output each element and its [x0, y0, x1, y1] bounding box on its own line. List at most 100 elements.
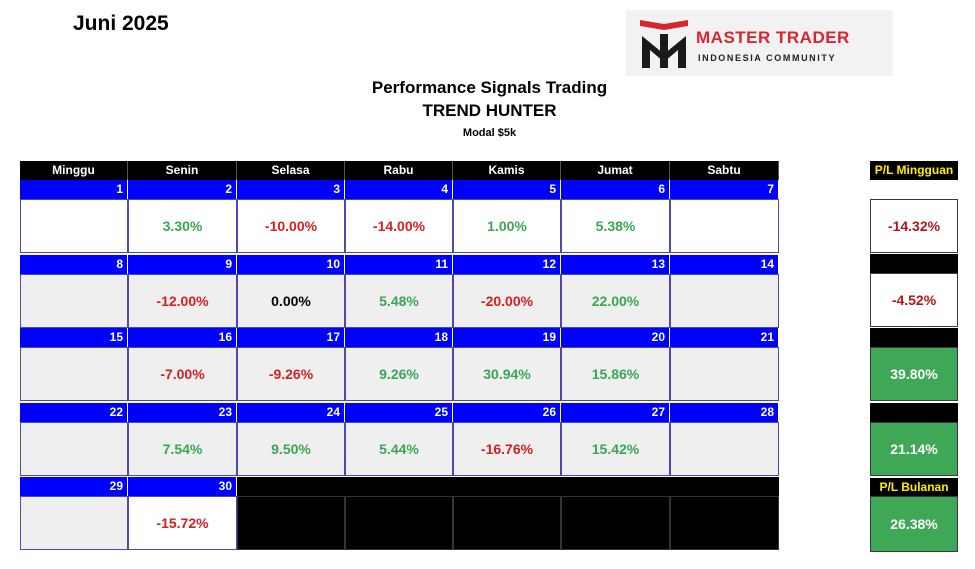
- day-cell: 1.00%: [453, 199, 561, 253]
- daily-pl-value: -9.26%: [268, 366, 314, 382]
- pl-monthly-label: P/L Bulanan: [870, 478, 958, 496]
- daily-pl-value: 5.48%: [379, 293, 419, 309]
- day-cell: [561, 496, 670, 550]
- date-number: 8: [20, 255, 128, 274]
- empty-date-bar: [453, 477, 561, 496]
- date-number: 3: [237, 180, 345, 199]
- date-number: 20: [561, 328, 670, 347]
- logo-mark-icon: [640, 20, 688, 68]
- day-header-senin: Senin: [128, 161, 237, 180]
- daily-pl-value: 15.42%: [591, 441, 640, 457]
- day-cell: [20, 274, 128, 328]
- date-number: 19: [453, 328, 561, 347]
- day-cell: [670, 347, 779, 401]
- empty-date-bar: [237, 477, 345, 496]
- day-cell: 15.86%: [561, 347, 670, 401]
- daily-pl-value: 9.50%: [271, 441, 311, 457]
- empty-date-bar: [670, 477, 779, 496]
- date-number: 27: [561, 403, 670, 422]
- day-cell: -16.76%: [453, 422, 561, 476]
- daily-pl-value: -14.00%: [372, 218, 426, 234]
- day-cell: [20, 199, 128, 253]
- pl-weekly-value: -4.52%: [870, 273, 958, 327]
- date-number: 12: [453, 255, 561, 274]
- daily-pl-value: 0.00%: [271, 293, 311, 309]
- date-number: 13: [561, 255, 670, 274]
- date-number: 30: [128, 477, 237, 496]
- date-number: 17: [237, 328, 345, 347]
- day-cell: [670, 496, 779, 550]
- day-cell: 30.94%: [453, 347, 561, 401]
- day-cell: [670, 422, 779, 476]
- date-number: 5: [453, 180, 561, 199]
- day-cell: -20.00%: [453, 274, 561, 328]
- date-number: 18: [345, 328, 453, 347]
- daily-pl-value: -16.76%: [480, 441, 534, 457]
- daily-pl-value: 30.94%: [483, 366, 531, 382]
- daily-pl-value: 22.00%: [591, 293, 640, 309]
- date-number: 14: [670, 255, 779, 274]
- day-header-minggu: Minggu: [20, 161, 128, 180]
- master-trader-logo: MASTER TRADER INDONESIA COMMUNITY: [626, 10, 893, 76]
- pl-weekly-label: P/L Mingguan: [870, 161, 958, 180]
- pl-weekly-value: -14.32%: [870, 199, 958, 253]
- pl-spacer: [870, 254, 958, 273]
- day-cell: 15.42%: [561, 422, 670, 476]
- day-cell: 3.30%: [128, 199, 237, 253]
- empty-date-bar: [345, 477, 453, 496]
- date-number: 21: [670, 328, 779, 347]
- daily-pl-value: 1.00%: [487, 218, 527, 234]
- date-number: 6: [561, 180, 670, 199]
- report-subtitle: TREND HUNTER: [422, 101, 557, 120]
- day-cell: -7.00%: [128, 347, 237, 401]
- date-number: 10: [237, 255, 345, 274]
- empty-date-bar: [561, 477, 670, 496]
- date-number: 11: [345, 255, 453, 274]
- capital-note: Modal $5k: [462, 127, 517, 139]
- day-header-rabu: Rabu: [345, 161, 453, 180]
- day-cell: -12.00%: [128, 274, 237, 328]
- daily-pl-value: -15.72%: [156, 515, 209, 531]
- report-title: Performance Signals Trading: [371, 78, 608, 97]
- day-cell: 5.48%: [345, 274, 453, 328]
- day-cell: 22.00%: [561, 274, 670, 328]
- day-cell: [20, 422, 128, 476]
- day-cell: 0.00%: [237, 274, 345, 328]
- date-number: 22: [20, 403, 128, 422]
- date-number: 9: [128, 255, 237, 274]
- day-header-sabtu: Sabtu: [670, 161, 779, 180]
- day-cell: -10.00%: [237, 199, 345, 253]
- daily-pl-value: 15.86%: [591, 366, 640, 382]
- month-title: Juni 2025: [73, 12, 169, 35]
- date-number: 7: [670, 180, 779, 199]
- day-cell: [670, 274, 779, 328]
- day-cell: -15.72%: [128, 496, 237, 550]
- daily-pl-value: 9.26%: [379, 366, 419, 382]
- day-cell: [20, 496, 128, 550]
- day-cell: 7.54%: [128, 422, 237, 476]
- pl-weekly-value: 39.80%: [870, 347, 958, 401]
- day-cell: [453, 496, 561, 550]
- daily-pl-value: -12.00%: [156, 293, 209, 309]
- date-number: 15: [20, 328, 128, 347]
- date-number: 23: [128, 403, 237, 422]
- daily-pl-value: -20.00%: [480, 293, 534, 309]
- daily-pl-value: 5.38%: [595, 218, 636, 234]
- day-cell: [345, 496, 453, 550]
- day-cell: 9.26%: [345, 347, 453, 401]
- date-number: 1: [20, 180, 128, 199]
- date-number: 29: [20, 477, 128, 496]
- daily-pl-value: 5.44%: [379, 441, 419, 457]
- day-cell: [670, 199, 779, 253]
- date-number: 28: [670, 403, 779, 422]
- date-number: 4: [345, 180, 453, 199]
- date-number: 16: [128, 328, 237, 347]
- daily-pl-value: -10.00%: [264, 218, 318, 234]
- day-header-jumat: Jumat: [561, 161, 670, 180]
- day-cell: -14.00%: [345, 199, 453, 253]
- pl-spacer: [870, 328, 958, 347]
- logo-text-main: MASTER TRADER: [696, 28, 850, 47]
- day-header-kamis: Kamis: [453, 161, 561, 180]
- day-cell: [20, 347, 128, 401]
- day-header-selasa: Selasa: [237, 161, 345, 180]
